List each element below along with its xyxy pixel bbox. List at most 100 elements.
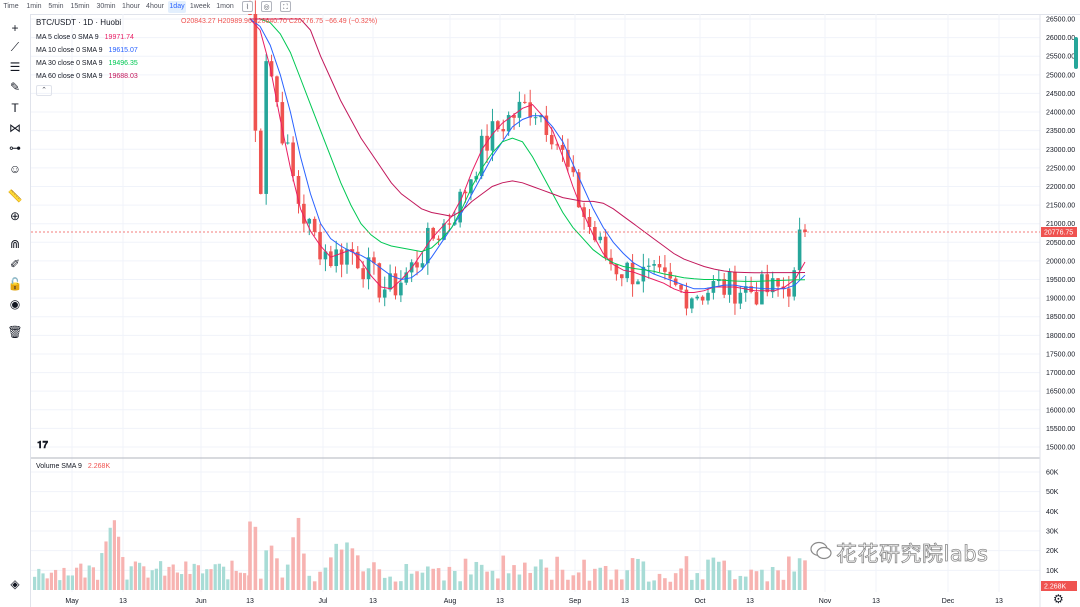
timeframe-4hour[interactable]: 4hour [146, 3, 164, 10]
volume-bar [75, 567, 79, 590]
candle-body [636, 281, 640, 285]
collapse-legend-button[interactable]: ⌃ [36, 85, 52, 96]
volume-bar [377, 569, 382, 590]
price-tick: 15000.00 [1046, 445, 1075, 452]
layers-icon[interactable]: ◈ [10, 577, 20, 591]
volume-bar [501, 555, 506, 590]
timeframe-1mon[interactable]: 1mon [216, 3, 234, 10]
fullscreen-icon[interactable]: ⛶ [280, 1, 291, 12]
price-tick: 26500.00 [1046, 17, 1075, 24]
price-tick: 18500.00 [1046, 314, 1075, 321]
lock-drawings-icon[interactable]: ✐ [9, 257, 21, 271]
text-icon[interactable]: T [11, 101, 19, 115]
eye-icon[interactable]: ◉ [9, 297, 21, 311]
volume-tick: 50K [1046, 489, 1059, 496]
symbol-title: BTC/USDT · 1D · Huobi [36, 18, 122, 27]
volume-bar [695, 573, 700, 590]
volume-bar [334, 543, 339, 590]
candle-body [539, 115, 543, 118]
zoom-in-icon[interactable]: ⊕ [9, 209, 21, 223]
candle-body [350, 249, 355, 252]
timeframe-1week[interactable]: 1week [189, 3, 211, 10]
price-tick: 21500.00 [1046, 203, 1075, 210]
fib-icon[interactable]: ☰ [9, 60, 21, 74]
volume-bar [258, 578, 263, 590]
candles [248, 0, 807, 316]
magnet-icon[interactable]: ⋒ [9, 237, 21, 251]
candle-body [792, 270, 797, 297]
candle-body [404, 272, 409, 283]
ma-legend-10: MA 10 close 0 SMA 9 19615.07 [36, 47, 138, 54]
volume-bar [291, 537, 295, 590]
time-tick: 13 [369, 598, 377, 605]
volume-bar [636, 558, 640, 590]
candle-body [679, 284, 683, 290]
crosshair-icon[interactable]: + [11, 21, 19, 35]
scrollbar-thumb[interactable] [1074, 37, 1078, 69]
volume-bar [684, 556, 689, 590]
candle-body [571, 166, 576, 173]
timeframe-1hour[interactable]: 1hour [122, 3, 140, 10]
candle-body [657, 264, 662, 268]
candle-body [776, 278, 780, 287]
timeframe-5min[interactable]: 5min [48, 3, 64, 10]
volume-bar [792, 571, 797, 590]
volume-bar [582, 559, 586, 590]
timeframe-15min[interactable]: 15min [70, 3, 90, 10]
lock-icon[interactable]: 🔓 [7, 277, 23, 291]
ma-line [249, 18, 806, 293]
price-tick: 17000.00 [1046, 370, 1075, 377]
volume-bar [479, 564, 484, 590]
candle-body [733, 271, 737, 304]
volume-bar [339, 549, 344, 590]
volume-bar [372, 562, 376, 590]
candle-body [630, 262, 635, 285]
ma-line [250, 18, 806, 274]
volume-bar [603, 565, 608, 590]
volume-bar [754, 571, 759, 590]
volume-bar [150, 570, 154, 590]
candle-body [754, 292, 759, 305]
candle-body [248, 14, 252, 15]
candle-body [619, 274, 624, 279]
trend-line-icon[interactable]: ⟋ [10, 40, 20, 54]
candle-body [549, 134, 554, 145]
volume-bar [619, 579, 624, 590]
price-tick: 17500.00 [1046, 351, 1075, 358]
volume-bar [243, 573, 247, 590]
timeframe-1day[interactable]: 1day [168, 1, 186, 13]
time-tick: Dec [942, 598, 955, 605]
brush-icon[interactable]: ✎ [9, 80, 21, 94]
ruler-icon[interactable]: 📏 [7, 189, 23, 203]
camera-icon[interactable]: ◎ [261, 1, 272, 12]
volume-bar [96, 579, 100, 590]
volume-bar [121, 557, 125, 590]
volume-bar [517, 574, 522, 590]
price-tick: 16000.00 [1046, 407, 1075, 414]
emoji-icon[interactable]: ☺ [8, 162, 22, 176]
volume-bar [234, 570, 238, 590]
price-tick: 22000.00 [1046, 184, 1075, 191]
timeframe-1min[interactable]: 1min [26, 3, 42, 10]
chart-type-icon[interactable]: ⌇ [242, 1, 253, 12]
volume-bar [555, 556, 559, 590]
volume-bar [188, 573, 192, 590]
volume-bar [663, 578, 667, 590]
candle-body [555, 144, 559, 146]
candle-body [431, 227, 436, 239]
pattern-icon[interactable]: ⋈ [9, 121, 21, 135]
volume-bar [749, 569, 753, 590]
settings-icon[interactable]: ⚙ [1053, 592, 1064, 606]
candle-body [603, 236, 608, 258]
candle-body [690, 298, 694, 309]
measure-icon[interactable]: ⊶ [9, 141, 21, 155]
timeframe-30min[interactable]: 30min [96, 3, 116, 10]
volume-bar [275, 558, 279, 590]
volume-bar [576, 572, 581, 590]
volume-bar [196, 565, 200, 590]
volume-bar [269, 545, 274, 590]
timeframe-time[interactable]: Time [3, 3, 19, 10]
volume-bar [361, 571, 365, 590]
trash-icon[interactable]: 🗑 [7, 325, 23, 339]
